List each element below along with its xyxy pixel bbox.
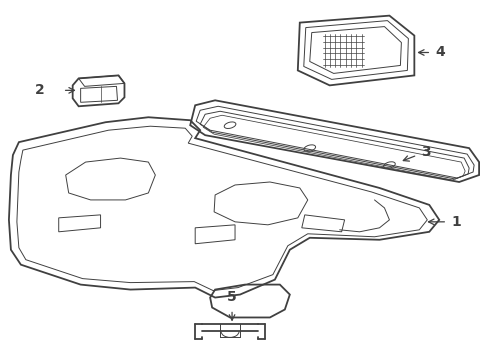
Text: 4: 4 <box>435 45 445 59</box>
Text: 3: 3 <box>421 145 431 159</box>
Text: 2: 2 <box>35 84 45 97</box>
Text: 5: 5 <box>227 289 237 303</box>
Text: 1: 1 <box>451 215 461 229</box>
